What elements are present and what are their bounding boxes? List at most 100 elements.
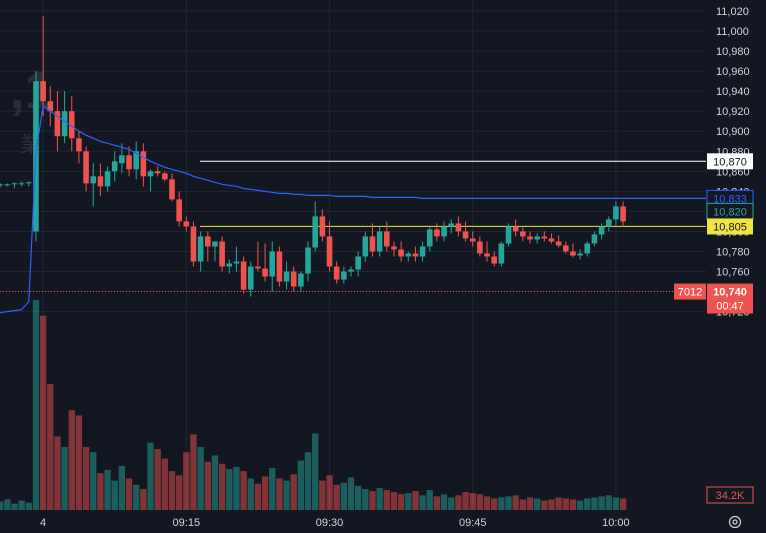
candle-body (369, 236, 376, 252)
volume-bar (290, 474, 297, 510)
x-tick-label: 09:15 (173, 517, 201, 529)
volume-bar (82, 447, 90, 510)
candle-body (305, 247, 311, 274)
yellow-level-tag-box (707, 218, 753, 235)
candle-body (68, 111, 75, 139)
volume-bar (326, 475, 333, 510)
x-axis[interactable]: 4 09:15 09:30 09:45 10:00 (40, 517, 630, 529)
candle-body (255, 266, 261, 269)
volume-bar (312, 433, 319, 510)
candle-body (176, 199, 182, 222)
volume-bar (619, 498, 627, 510)
volume-bar (519, 499, 527, 510)
volume-bar (125, 478, 133, 510)
volume-bar (211, 455, 219, 510)
volume-bar (226, 469, 233, 510)
candle-body (147, 171, 154, 177)
volume-bar (498, 497, 505, 510)
candle-body (0, 184, 3, 186)
volume-bar (133, 484, 140, 510)
volume-bar (283, 480, 290, 510)
volume-bar (269, 468, 276, 510)
volume-bar (18, 500, 25, 510)
y-tick-label: 10,920 (716, 106, 750, 118)
volume-bar (161, 458, 169, 510)
volume-bar (75, 415, 83, 510)
candle-body (205, 236, 211, 247)
candle-body (341, 271, 347, 280)
volume-bar (440, 494, 448, 510)
volume-bar (175, 475, 183, 510)
candle-body (491, 256, 497, 264)
candle-body (47, 101, 54, 112)
y-tick-label: 10,780 (716, 246, 750, 258)
candle-body (104, 171, 111, 187)
volume-bar (140, 489, 147, 510)
candle-body (426, 229, 433, 247)
volume-bar (247, 478, 254, 510)
candle-body (419, 246, 426, 257)
candle-body (605, 219, 612, 227)
candle-body (333, 266, 340, 280)
volume-bar (297, 460, 305, 510)
volume-bar (97, 473, 104, 510)
volume-bar (25, 502, 32, 510)
candle-body (119, 155, 125, 164)
candle-body (283, 271, 290, 282)
x-tick-label: 09:45 (459, 517, 487, 529)
volume-bar (190, 434, 197, 510)
volume-bar (304, 452, 312, 510)
volume-bar (390, 492, 398, 510)
candle-body (512, 226, 519, 232)
candles (0, 16, 626, 297)
volume-bar (261, 476, 269, 510)
candle-body (541, 236, 548, 239)
volume-bar (233, 466, 240, 510)
candle-body (563, 245, 569, 252)
volume-bar (254, 483, 262, 510)
volume-bar (104, 470, 111, 510)
volume-bar (68, 410, 75, 510)
volume-bar (347, 477, 355, 510)
y-tick-label: 10,940 (716, 86, 750, 98)
candle-body (548, 238, 555, 242)
candle-body (448, 223, 455, 227)
volume-bar (433, 496, 441, 510)
candle-body (441, 226, 447, 237)
volume-bar (183, 452, 190, 510)
volume-bar (118, 465, 126, 510)
y-tick-label: 11,020 (716, 6, 749, 18)
candle-body (391, 246, 397, 250)
volume-bar (383, 490, 390, 510)
volume-bar (4, 499, 11, 510)
level-tag-label: 10,870 (713, 156, 747, 168)
watermark-text: ,1 (10, 62, 53, 120)
candle-body (455, 223, 462, 232)
volume-bar (376, 487, 383, 510)
candle-body (398, 249, 404, 257)
volume-bar (562, 498, 569, 510)
candle-body (154, 171, 161, 174)
candle-body (54, 111, 61, 137)
candle-body (613, 206, 619, 220)
candle-body (26, 182, 32, 184)
candle-body (577, 253, 583, 256)
candle-body (4, 184, 11, 186)
volume-bar (369, 491, 376, 510)
volume-bar (61, 447, 68, 510)
current-prefix-box (674, 283, 706, 300)
volume-bar (533, 498, 541, 510)
y-tick-label: 10,960 (716, 66, 750, 78)
candle-body (276, 251, 283, 282)
volume-bar (605, 495, 612, 510)
yellow-level-tag-label: 10,805 (713, 221, 747, 233)
candle-body (61, 111, 68, 137)
candle-body (376, 231, 383, 252)
candle-body (97, 176, 104, 187)
volume-bar (426, 490, 433, 510)
volume-bars (0, 300, 627, 510)
settings-gear-icon[interactable] (728, 515, 742, 529)
volume-bar (584, 498, 591, 510)
